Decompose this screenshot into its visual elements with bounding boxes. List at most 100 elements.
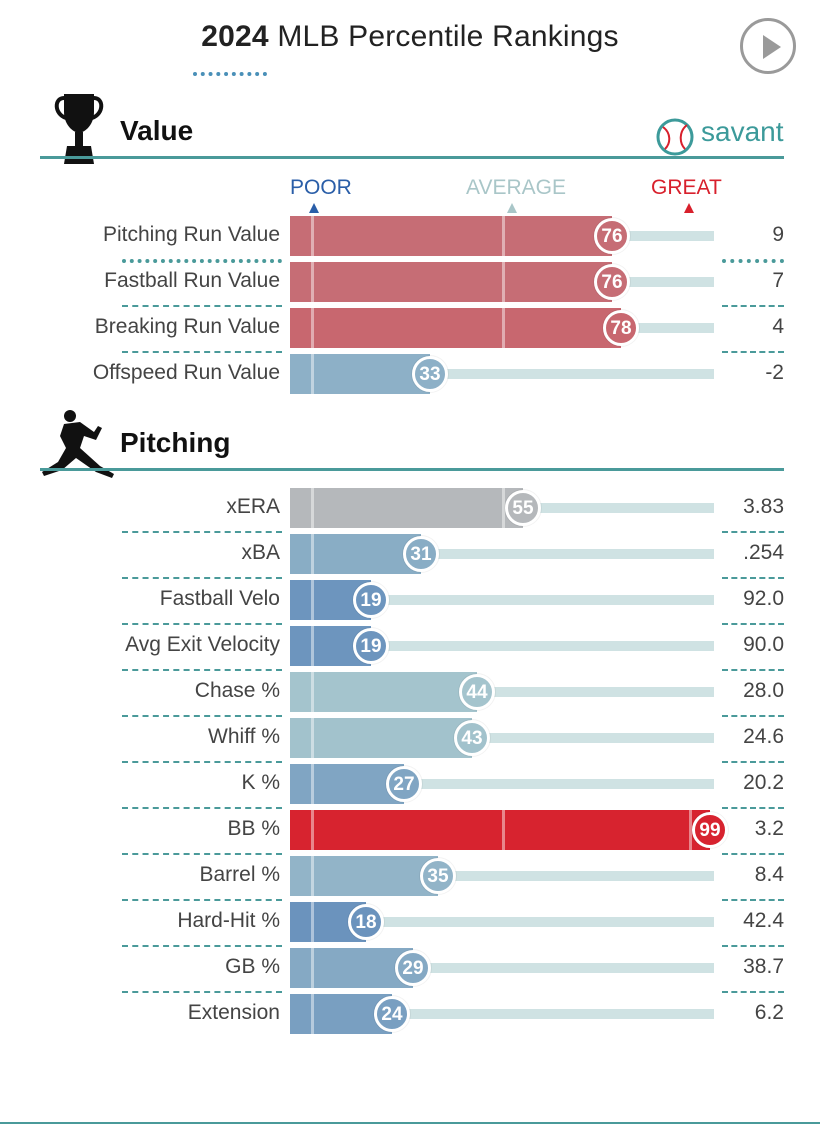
row-value: 3.2	[754, 817, 784, 840]
play-icon	[763, 35, 781, 59]
row-value: .254	[743, 541, 784, 564]
row-separator	[722, 991, 784, 993]
reference-line	[311, 580, 314, 620]
row-value: 20.2	[743, 771, 784, 794]
row-separator	[122, 807, 282, 809]
section-title-value: Value	[120, 115, 194, 146]
percentile-bar	[290, 354, 430, 394]
row-separator	[122, 531, 282, 533]
row-separator	[122, 715, 282, 717]
row-value: 9	[772, 223, 784, 246]
trophy-icon	[54, 94, 104, 164]
play-button[interactable]	[740, 18, 796, 74]
reference-line	[502, 262, 505, 302]
row-separator	[122, 945, 282, 947]
row-label: xBA	[241, 541, 280, 564]
percentile-track	[290, 733, 714, 743]
percentile-circle: 55	[505, 490, 541, 526]
axis-label-great: GREAT	[651, 176, 722, 199]
axis-label-poor: POOR	[290, 176, 352, 199]
row-label: BB %	[227, 817, 280, 840]
percentile-bar	[290, 672, 477, 712]
row-separator	[722, 715, 784, 717]
reference-line	[311, 948, 314, 988]
row-label: Hard-Hit %	[177, 909, 280, 932]
row-separator	[722, 945, 784, 947]
percentile-circle: 31	[403, 536, 439, 572]
row-label: Barrel %	[199, 863, 280, 886]
reference-line	[311, 902, 314, 942]
percentile-track	[290, 1009, 714, 1019]
row-separator	[722, 807, 784, 809]
percentile-bar	[290, 948, 413, 988]
percentile-circle: 24	[374, 996, 410, 1032]
row-label: K %	[241, 771, 280, 794]
row-value: 7	[772, 269, 784, 292]
percentile-track	[290, 549, 714, 559]
percentile-bar	[290, 308, 621, 348]
baseball-icon	[656, 118, 694, 156]
percentile-bar	[290, 216, 612, 256]
percentile-circle: 44	[459, 674, 495, 710]
row-label: Pitching Run Value	[102, 223, 280, 246]
percentile-circle: 19	[353, 628, 389, 664]
percentile-circle: 18	[348, 904, 384, 940]
percentile-circle: 33	[412, 356, 448, 392]
pitcher-silhouette-icon	[42, 410, 114, 478]
row-separator	[122, 853, 282, 855]
page-title: 2024 MLB Percentile Rankings	[0, 20, 820, 54]
row-separator	[722, 351, 784, 353]
row-label: Avg Exit Velocity	[125, 633, 280, 656]
row-value: -2	[765, 361, 784, 384]
percentile-circle: 99	[692, 812, 728, 848]
row-separator	[722, 623, 784, 625]
percentile-track	[290, 871, 714, 881]
reference-line	[689, 810, 692, 850]
reference-line	[311, 810, 314, 850]
row-separator	[722, 899, 784, 901]
row-separator	[722, 259, 784, 263]
row-label: Fastball Run Value	[104, 269, 280, 292]
bottom-rule	[0, 1122, 820, 1124]
percentile-track	[290, 641, 714, 651]
row-separator	[722, 577, 784, 579]
row-value: 42.4	[743, 909, 784, 932]
row-separator	[122, 577, 282, 579]
reference-line	[502, 488, 505, 528]
row-label: Extension	[187, 1001, 280, 1024]
reference-line	[311, 764, 314, 804]
row-separator	[122, 669, 282, 671]
axis-label-average: AVERAGE	[466, 176, 566, 199]
average-marker-icon	[507, 203, 517, 213]
percentile-track	[290, 369, 714, 379]
reference-line	[502, 216, 505, 256]
percentile-circle: 43	[454, 720, 490, 756]
percentile-track	[290, 917, 714, 927]
percentile-circle: 78	[603, 310, 639, 346]
reference-line	[311, 672, 314, 712]
percentile-bar	[290, 718, 472, 758]
percentile-bar	[290, 856, 438, 896]
percentile-track	[290, 687, 714, 697]
row-label: Fastball Velo	[159, 587, 280, 610]
row-separator	[722, 669, 784, 671]
section-title-pitching: Pitching	[120, 427, 231, 458]
percentile-bar	[290, 764, 404, 804]
row-label: Whiff %	[208, 725, 280, 748]
reference-line	[311, 856, 314, 896]
reference-line	[311, 626, 314, 666]
title-year: 2024	[201, 20, 269, 53]
row-label: xERA	[226, 495, 280, 518]
row-value: 8.4	[754, 863, 784, 886]
title-text: MLB Percentile Rankings	[277, 20, 619, 53]
reference-line	[502, 308, 505, 348]
row-separator	[122, 899, 282, 901]
row-value: 3.83	[743, 495, 784, 518]
poor-marker-icon	[309, 203, 319, 213]
reference-line	[311, 262, 314, 302]
reference-line	[311, 308, 314, 348]
row-separator	[722, 761, 784, 763]
percentile-circle: 76	[594, 264, 630, 300]
row-separator	[122, 761, 282, 763]
row-label: Offspeed Run Value	[92, 361, 280, 384]
